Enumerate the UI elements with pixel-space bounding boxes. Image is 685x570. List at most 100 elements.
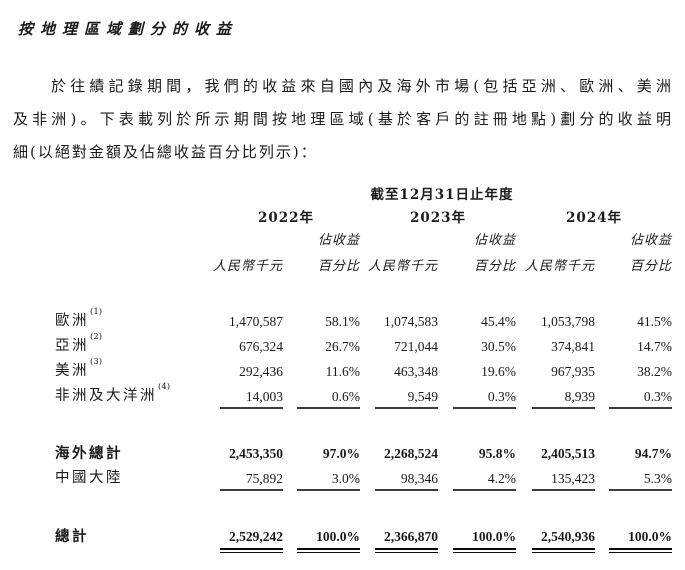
cell-2022-amount: 292,436 [239, 363, 283, 379]
cell-2023-amount: 463,348 [394, 363, 438, 379]
row-label: 非洲及大洋洲(4) [55, 380, 212, 405]
cell-2022-pct: 0.6% [331, 388, 360, 404]
cell-2024-amount: 2,540,936 [541, 528, 595, 544]
cell-2024-pct: 100.0% [628, 528, 673, 544]
cell-2022-pct: 100.0% [316, 528, 360, 544]
paragraph-line: 於往績記錄期間，我們的收益來自國內及海外市場(包括亞洲、歐洲、美洲 [51, 77, 673, 95]
intro-paragraph: 於往績記錄期間，我們的收益來自國內及海外市場(包括亞洲、歐洲、美洲 及非洲)。下… [13, 70, 673, 169]
table-row-europe: 歐洲(1) 1,470,587 58.1% 1,074,583 45.4% 1,… [55, 305, 672, 330]
cell-2022-pct: 58.1% [325, 313, 360, 329]
cell-2023-pct: 0.3% [487, 388, 516, 404]
year-header-2022: 2022年 [257, 209, 315, 226]
col-subheader-pct: 百分比 [317, 259, 360, 275]
year-header-row: 2022年 2023年 2024年 [55, 203, 672, 226]
cell-2024-pct: 5.3% [643, 470, 673, 486]
cell-2024-amount: 135,423 [551, 470, 595, 486]
table-row-africa-oceania: 非洲及大洋洲(4) 14,003 0.6% 9,549 0.3% 8,939 0… [55, 380, 672, 405]
subtotal-rule-row [55, 405, 673, 413]
revenue-by-region-table: 截至12月31日止年度 2022年 2023年 2024年 佔收益 佔收益 佔收… [55, 180, 673, 559]
column-double-rule [532, 548, 595, 553]
table-row-asia: 亞洲(2) 676,324 26.7% 721,044 30.5% 374,84… [55, 330, 672, 355]
footnote-marker: (4) [158, 381, 171, 392]
region-name: 中國大陸 [55, 469, 123, 486]
year-header-2024: 2024年 [565, 209, 623, 226]
cell-2023-pct: 100.0% [472, 528, 516, 544]
cell-2024-pct: 38.2% [637, 363, 673, 379]
grand-total-rule-row [55, 545, 673, 559]
cell-2022-amount: 75,892 [245, 470, 283, 486]
column-double-rule [609, 548, 673, 553]
column-rule [453, 407, 516, 409]
region-name: 美洲 [55, 362, 89, 379]
cell-2024-amount: 8,939 [564, 388, 595, 404]
subheader-row-top: 佔收益 佔收益 佔收益 [55, 226, 672, 249]
column-double-rule [453, 548, 516, 553]
cell-2022-amount: 2,529,242 [229, 528, 283, 544]
period-header-row: 截至12月31日止年度 [55, 180, 672, 203]
col-subheader-pct-top: 佔收益 [630, 233, 673, 249]
cell-2024-pct: 14.7% [637, 338, 673, 354]
region-name: 歐洲 [55, 312, 89, 329]
footnote-marker: (2) [90, 331, 103, 342]
region-name: 非洲及大洋洲 [55, 387, 157, 404]
col-subheader-amount: 人民幣千元 [367, 259, 438, 275]
total-rule-row [55, 487, 673, 495]
column-rule [220, 489, 283, 491]
col-subheader-amount: 人民幣千元 [524, 259, 595, 275]
col-subheader-pct-top: 佔收益 [473, 233, 516, 249]
col-subheader-pct-top: 佔收益 [317, 233, 360, 249]
table-row-mainland-china: 中國大陸 75,892 3.0% 98,346 4.2% 135,423 5.3… [55, 462, 672, 487]
column-double-rule [220, 548, 283, 553]
column-double-rule [297, 548, 360, 553]
cell-2023-pct: 4.2% [487, 470, 516, 486]
cell-2023-pct: 19.6% [481, 363, 516, 379]
col-subheader-amount: 人民幣千元 [212, 259, 283, 275]
cell-2022-pct: 26.7% [325, 338, 360, 354]
cell-2023-pct: 30.5% [481, 338, 516, 354]
cell-2024-amount: 967,935 [551, 363, 595, 379]
page-title: 按地理區域劃分的收益 [18, 20, 239, 38]
table-row-overseas-total: 海外總計 2,453,350 97.0% 2,268,524 95.8% 2,4… [55, 437, 672, 462]
col-subheader-pct: 百分比 [630, 259, 673, 275]
column-rule [609, 407, 673, 409]
cell-2024-pct: 94.7% [634, 445, 673, 461]
region-name: 總計 [55, 527, 89, 545]
cell-2022-pct: 3.0% [331, 470, 360, 486]
cell-2022-pct: 11.6% [325, 363, 360, 379]
column-rule [453, 489, 516, 491]
column-rule [609, 489, 673, 491]
column-rule [297, 489, 360, 491]
cell-2023-amount: 2,366,870 [384, 528, 438, 544]
footnote-marker: (3) [90, 356, 103, 367]
cell-2022-amount: 14,003 [245, 388, 283, 404]
row-label: 歐洲(1) [55, 305, 212, 330]
column-rule [297, 407, 360, 409]
row-label: 中國大陸 [55, 462, 212, 487]
subheader-row-bottom: 人民幣千元 百分比 人民幣千元 百分比 人民幣千元 百分比 [55, 249, 672, 275]
region-name: 海外總計 [55, 444, 123, 462]
cell-2023-amount: 1,074,583 [384, 313, 438, 329]
cell-2023-amount: 98,346 [400, 470, 438, 486]
cell-2023-amount: 721,044 [394, 338, 438, 354]
cell-2023-pct: 95.8% [478, 445, 516, 461]
col-subheader-pct: 百分比 [473, 259, 516, 275]
column-rule [375, 407, 438, 409]
paragraph-line: 及非洲)。下表載列於所示期間按地理區域(基於客戶的註冊地點)劃分的收益明 [13, 110, 673, 128]
region-name: 亞洲 [55, 337, 89, 354]
column-rule [532, 407, 595, 409]
cell-2023-amount: 9,549 [407, 388, 438, 404]
cell-2022-amount: 1,470,587 [229, 313, 283, 329]
cell-2024-pct: 41.5% [637, 313, 673, 329]
table-row-americas: 美洲(3) 292,436 11.6% 463,348 19.6% 967,93… [55, 355, 672, 380]
footnote-marker: (1) [90, 306, 103, 317]
column-rule [220, 407, 283, 409]
column-rule [375, 489, 438, 491]
column-double-rule [375, 548, 438, 553]
cell-2023-amount: 2,268,524 [384, 445, 438, 461]
row-label: 亞洲(2) [55, 330, 212, 355]
cell-2024-pct: 0.3% [643, 388, 673, 404]
year-header-2023: 2023年 [409, 209, 467, 226]
period-header: 截至12月31日止年度 [370, 186, 514, 203]
cell-2024-amount: 1,053,798 [541, 313, 595, 329]
row-label: 海外總計 [55, 437, 212, 462]
